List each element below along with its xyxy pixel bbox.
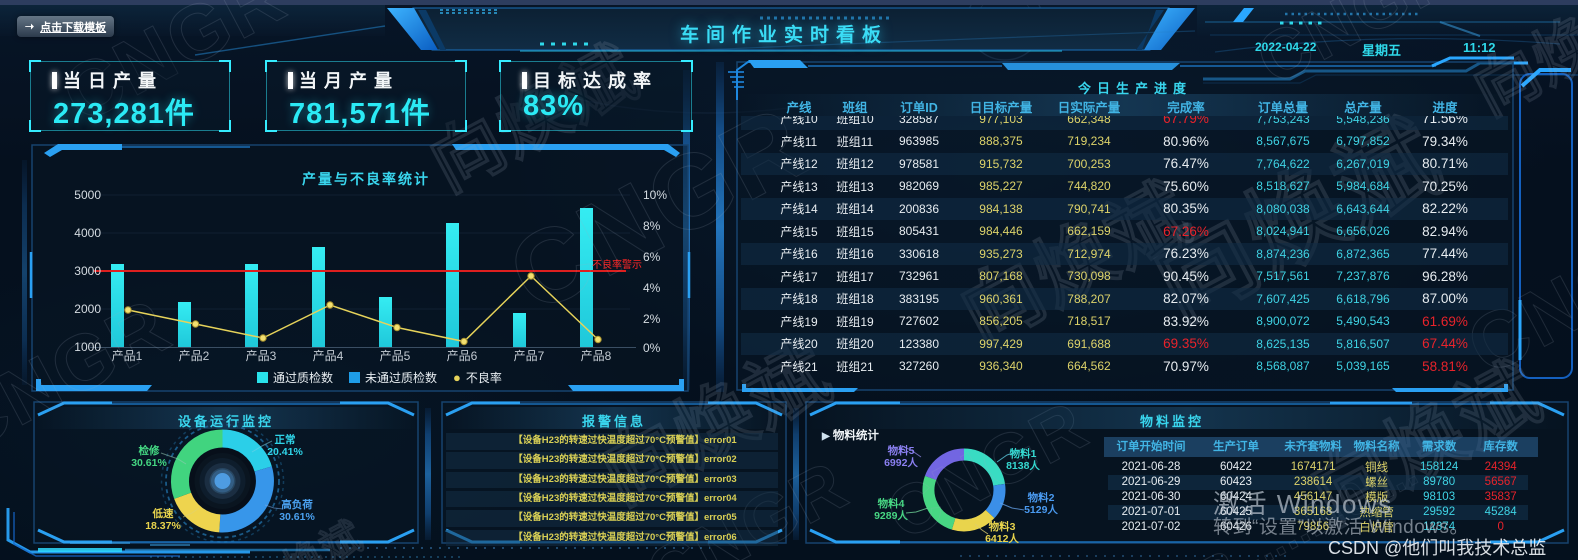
svg-text:5000: 5000 [74,188,101,202]
svg-text:产品8: 产品8 [581,349,612,363]
svg-text:6%: 6% [643,250,661,264]
svg-text:1000: 1000 [74,340,101,354]
svg-text:产品1: 产品1 [112,349,143,363]
svg-text:产品3: 产品3 [246,349,277,363]
svg-text:不良率警示: 不良率警示 [592,258,642,271]
svg-text:产品2: 产品2 [179,349,210,363]
svg-text:8%: 8% [643,219,661,233]
svg-text:4%: 4% [643,281,661,295]
svg-text:2000: 2000 [74,302,101,316]
svg-text:产品4: 产品4 [313,349,344,363]
svg-text:10%: 10% [643,188,667,202]
svg-text:0%: 0% [643,341,661,355]
svg-text:产品5: 产品5 [380,349,411,363]
svg-text:产品7: 产品7 [514,349,545,363]
svg-text:2%: 2% [643,312,661,326]
svg-text:3000: 3000 [74,264,101,278]
svg-text:4000: 4000 [74,226,101,240]
svg-text:产品6: 产品6 [447,349,478,363]
